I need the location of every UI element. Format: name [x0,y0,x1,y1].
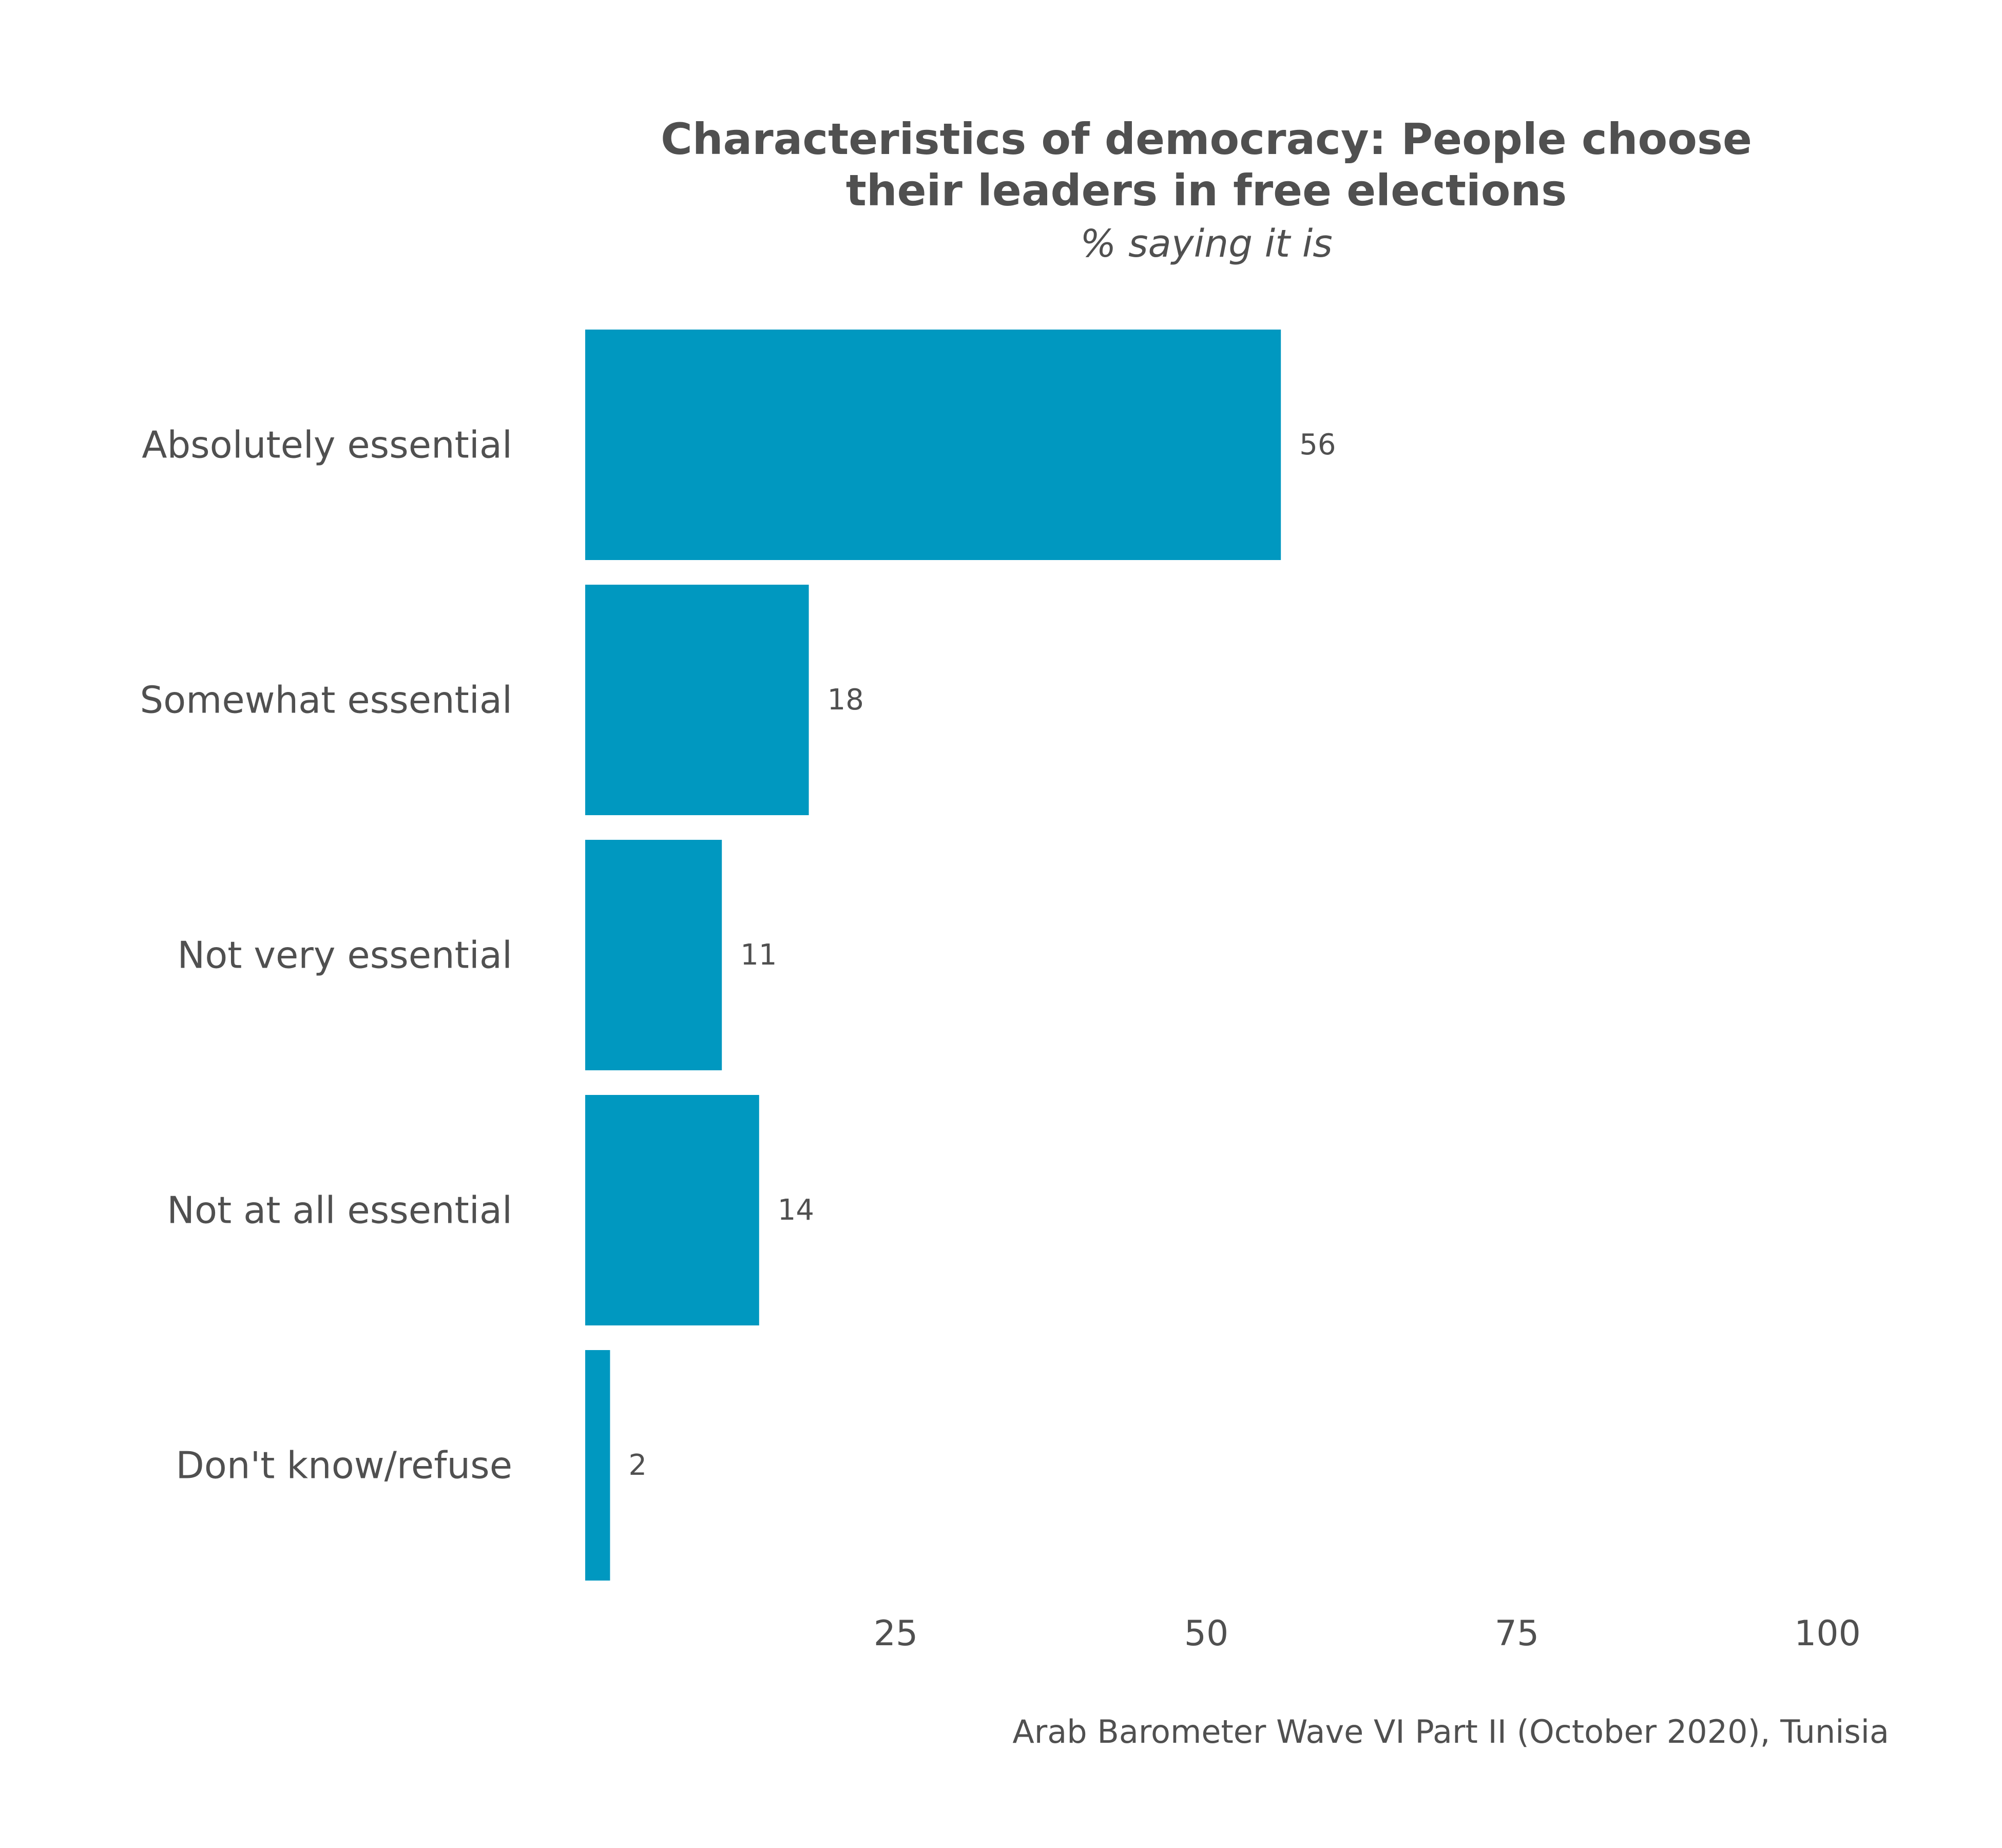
chart-title-line-2: their leaders in free elections [846,165,1567,216]
x-tick-label: 100 [1794,1613,1861,1654]
category-label: Absolutely essential [142,424,512,467]
bar [585,585,809,815]
category-labels: Absolutely essential Somewhat essential No… [140,424,512,1487]
bar [585,330,1281,560]
bar-value-label: 14 [778,1194,814,1227]
bar [585,840,722,1070]
x-tick-label: 50 [1184,1613,1229,1654]
bar-value-label: 2 [628,1449,647,1482]
chart-title-line-1: Characteristics of democracy: People cho… [661,114,1752,164]
bars-layer [585,330,1281,1581]
source-caption: Arab Barometer Wave VI Part II (October … [1012,1713,1889,1750]
chart-header: Characteristics of democracy: People cho… [661,114,1752,266]
category-label: Not very essential [177,934,512,977]
category-label: Don't know/refuse [176,1444,512,1487]
bar-value-label: 11 [740,938,777,972]
x-axis-ticks: 25 50 75 100 [874,1613,1861,1654]
value-labels: 56 18 11 14 2 [628,428,1336,1482]
category-label: Not at all essential [167,1189,512,1232]
bar-value-label: 18 [827,683,864,717]
bar [585,1350,610,1581]
bar-value-label: 56 [1299,428,1336,461]
chart-subtitle: % saying it is [1080,222,1333,266]
x-tick-label: 75 [1495,1613,1539,1654]
bar [585,1095,759,1325]
x-tick-label: 25 [874,1613,918,1654]
category-label: Somewhat essential [140,679,512,722]
